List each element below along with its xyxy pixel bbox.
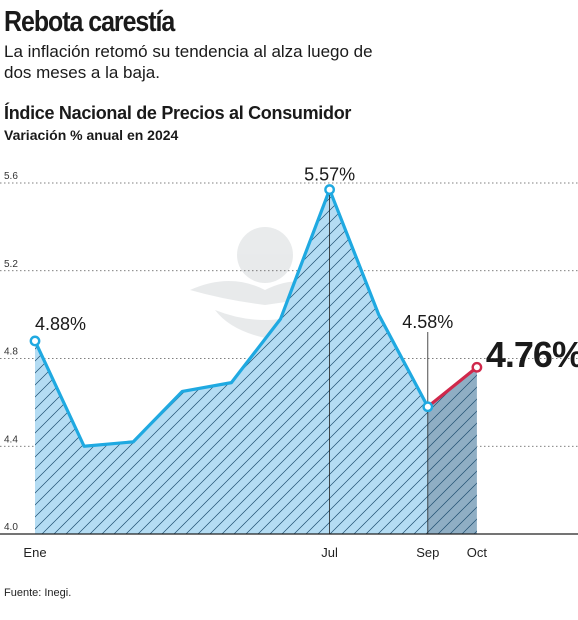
- y-tick-label: 5.6: [4, 171, 18, 182]
- chart-subtitle: Variación % anual en 2024: [4, 127, 179, 143]
- y-tick-label: 4.0: [4, 522, 18, 533]
- data-point-marker: [29, 335, 41, 347]
- data-label: 4.88%: [35, 314, 86, 334]
- data-label: 4.76%: [486, 334, 578, 375]
- series-line: [33, 187, 430, 448]
- data-label: 5.57%: [304, 165, 355, 185]
- y-tick-label: 4.4: [4, 434, 18, 445]
- series-line-latest: [426, 365, 479, 409]
- area-hatch: [35, 189, 428, 535]
- subheadline: La inflación retomó su tendencia al alza…: [4, 42, 373, 82]
- data-point-marker: [324, 184, 335, 195]
- data-point-marker: [422, 401, 434, 413]
- x-tick-label: Jul: [321, 545, 338, 560]
- data-point-marker: [471, 361, 483, 373]
- y-tick-label: 5.2: [4, 259, 18, 270]
- headline: Rebota carestía: [4, 6, 175, 38]
- data-label: 4.58%: [402, 312, 453, 332]
- x-tick-label: Sep: [416, 545, 439, 560]
- chart-title: Índice Nacional de Precios al Consumidor: [4, 103, 352, 123]
- area-hatch-latest: [427, 367, 477, 534]
- source-note: Fuente: Inegi.: [4, 587, 72, 599]
- x-tick-label: Oct: [467, 545, 488, 560]
- y-tick-label: 4.8: [4, 347, 18, 358]
- x-tick-label: Ene: [23, 545, 46, 560]
